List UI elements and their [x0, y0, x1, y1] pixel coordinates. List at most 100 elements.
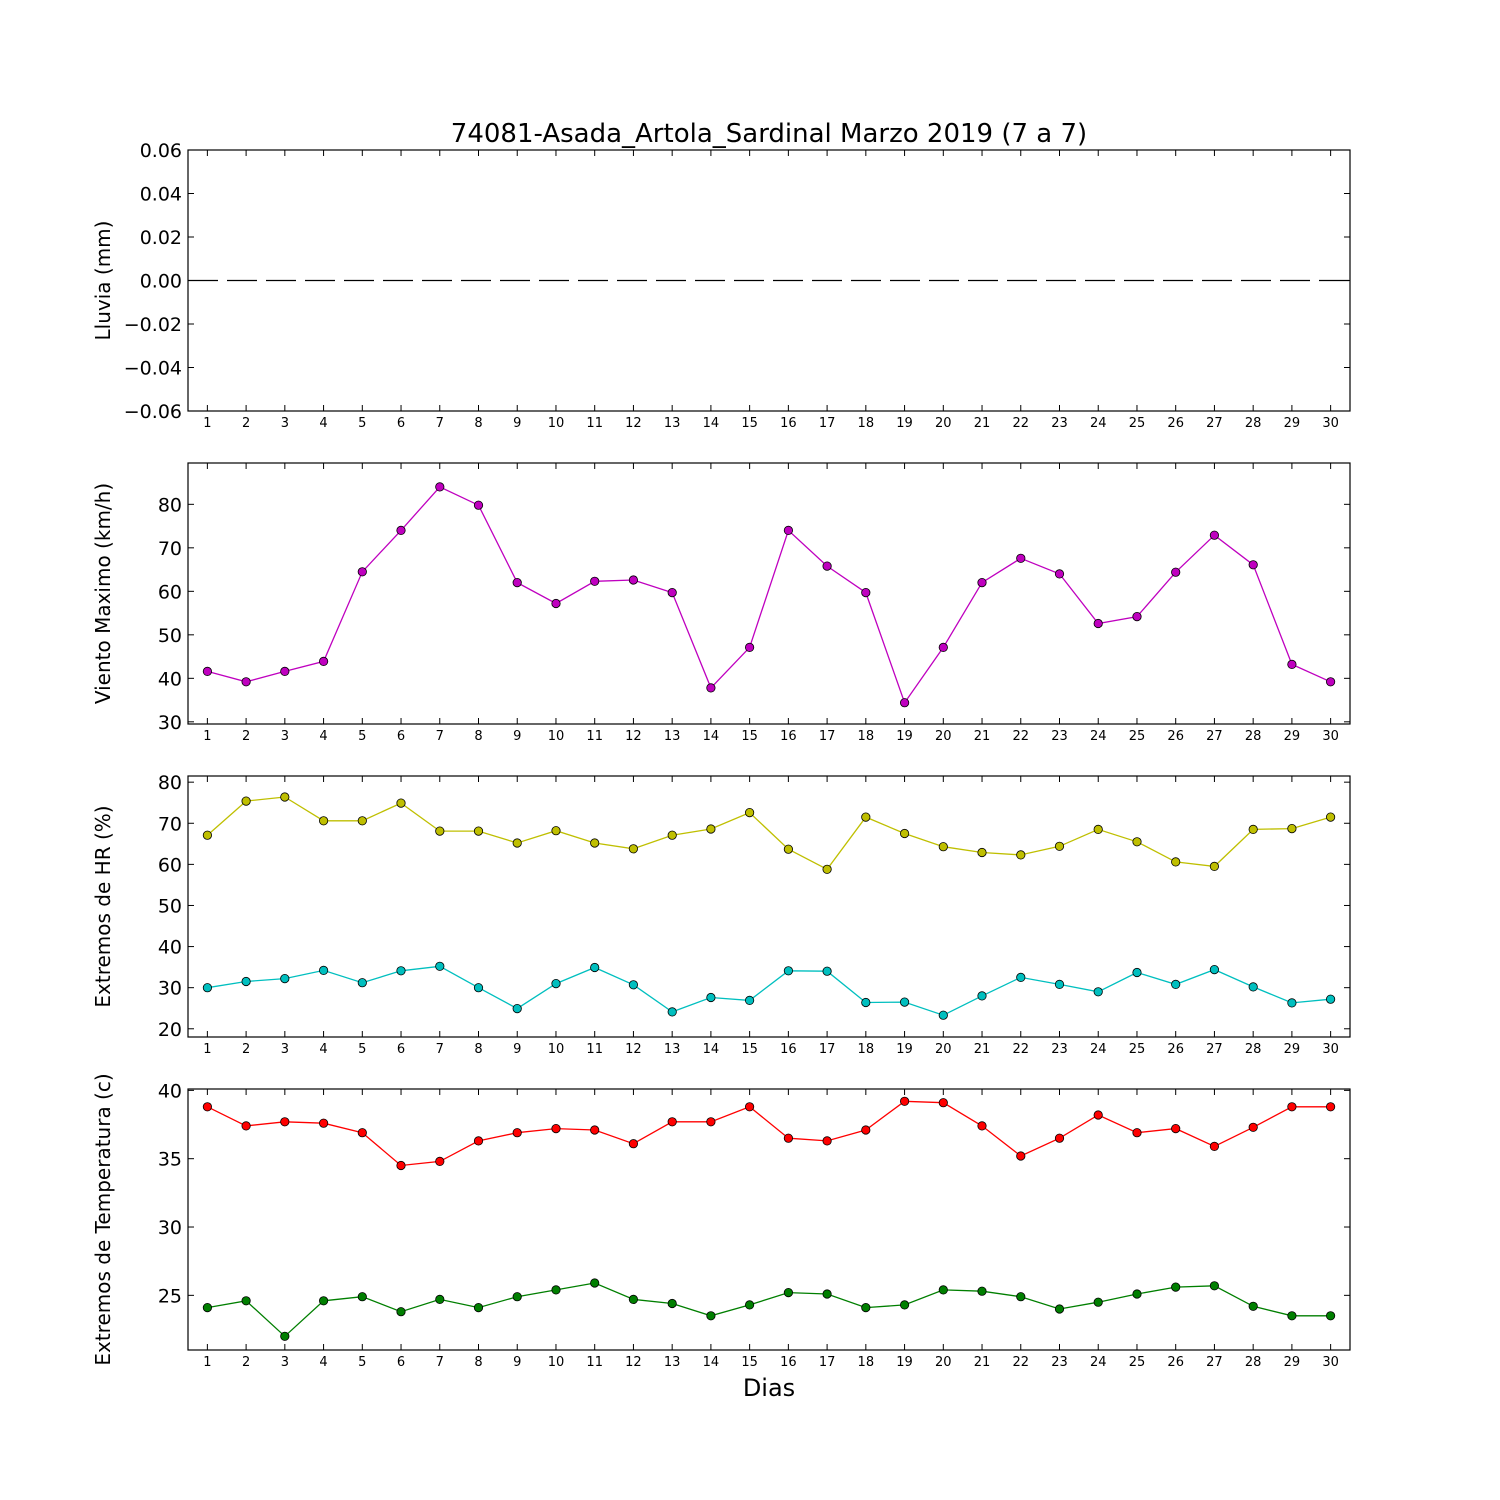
panel4-series2-point	[1209, 1281, 1220, 1291]
panel1-ytick-label: 0.06	[140, 140, 182, 162]
panel2-xtick-label: 16	[780, 729, 797, 744]
panel4-series2-point	[1054, 1304, 1065, 1314]
panel3-series2-point	[202, 983, 212, 993]
panel3-xtick-label: 28	[1245, 1042, 1262, 1057]
panel4-series1-point	[1016, 1151, 1026, 1161]
panel4-xtick-label: 5	[358, 1355, 366, 1370]
panel3-series1-point	[202, 830, 212, 840]
panel3-series2-point	[357, 978, 367, 988]
panel3-series1-point	[241, 796, 251, 806]
panel2-xtick-label: 27	[1206, 729, 1223, 744]
panel4-xtick-label: 4	[319, 1355, 327, 1370]
panel2-frame	[187, 462, 1351, 725]
panel3-series2-point	[783, 966, 794, 976]
panel4-series1-point	[1248, 1122, 1258, 1132]
panel2-series1-point	[241, 677, 251, 687]
panel3-series2-line	[207, 965, 1331, 1016]
panel4-ytick-label: 35	[158, 1149, 182, 1171]
panel4-series1-point	[1093, 1110, 1103, 1120]
panel2-series1-point	[1209, 530, 1220, 540]
panel3-xtick-label: 19	[896, 1042, 913, 1057]
panel2-xtick-label: 18	[858, 729, 875, 744]
panel2-ytick-label: 50	[158, 625, 182, 647]
panel1-xtick-label: 26	[1167, 416, 1184, 431]
panel2-xtick-label: 5	[358, 729, 366, 744]
panel1-xtick-label: 17	[819, 416, 836, 431]
panel4-xtick-label: 16	[780, 1355, 797, 1370]
panel3-xtick-label: 29	[1284, 1042, 1301, 1057]
panel3-series2-point	[1209, 964, 1220, 975]
panel3-series1-point	[1326, 812, 1336, 822]
panel3-ytick-label: 40	[158, 937, 182, 959]
panel3-xtick-label: 10	[548, 1042, 565, 1057]
panel4-series1-point	[783, 1133, 794, 1143]
panel3-series1-point	[1132, 837, 1142, 847]
panel3-ytick-label: 70	[158, 813, 182, 835]
panel1: −0.06−0.04−0.020.000.020.040.061 2 3 4 5 6 7 8 9…	[91, 140, 1351, 431]
panel3-xtick-label: 20	[935, 1042, 952, 1057]
panel3-xtick-label: 22	[1012, 1042, 1029, 1057]
panel3-series1-point	[318, 816, 329, 826]
panel4-series1-point	[667, 1117, 677, 1127]
panel2-xtick-label: 25	[1129, 729, 1146, 744]
panel2-series1-point	[706, 683, 716, 693]
panel3-xtick-label: 23	[1051, 1042, 1068, 1057]
panel2-xtick-label: 29	[1284, 729, 1301, 744]
panel2-ytick-label: 80	[158, 494, 182, 516]
panel4-frame	[187, 1088, 1351, 1351]
panel1-xtick-label: 5	[358, 416, 366, 431]
panel1-xtick-label: 14	[703, 416, 720, 431]
panel3-xtick-label: 16	[780, 1042, 797, 1057]
panel4-ytick-label: 25	[158, 1285, 182, 1307]
panel2-xtick-label: 10	[548, 729, 565, 744]
panel4-series1-point	[1132, 1128, 1142, 1138]
panel4-series2-point	[783, 1288, 794, 1298]
panel2-series1-point	[899, 698, 910, 708]
panel2-xtick-label: 15	[741, 729, 758, 744]
panel4-series1-point	[241, 1121, 251, 1131]
panel1-xtick-label: 12	[625, 416, 642, 431]
panel3-xtick-label: 21	[974, 1042, 991, 1057]
panel4-series2-point	[1326, 1311, 1336, 1321]
panel3-series2-point	[1171, 979, 1181, 990]
panel3-series1-point	[628, 844, 639, 854]
panel3-xtick-label: 13	[664, 1042, 681, 1057]
panel4-xtick-label: 1	[203, 1355, 211, 1370]
panel2-xtick-label: 12	[625, 729, 642, 744]
panel4-series2-point	[1287, 1311, 1297, 1321]
panel4-series2-point	[396, 1307, 406, 1317]
panel4-series1-point	[512, 1128, 522, 1138]
panel1-xtick-label: 27	[1206, 416, 1223, 431]
panel3-xtick-label: 3	[281, 1042, 289, 1057]
panel3-series1-point	[783, 844, 794, 854]
panel3-series1-point	[512, 838, 522, 848]
panel4-ytick-label: 30	[158, 1217, 182, 1239]
panel4-series2-point	[280, 1331, 290, 1341]
panel3-xtick-label: 17	[819, 1042, 836, 1057]
panel4-series1-point	[357, 1128, 367, 1138]
panel1-xtick-label: 23	[1051, 416, 1068, 431]
panel4-series2-point	[202, 1303, 212, 1313]
panel4-xtick-label: 21	[974, 1355, 991, 1370]
panel4-xtick-label: 19	[896, 1355, 913, 1370]
panel4-ytick-label: 40	[158, 1080, 182, 1102]
panel4-xtick-label: 15	[741, 1355, 758, 1370]
panel2-xtick-label: 23	[1051, 729, 1068, 744]
panel3-series1-point	[1016, 850, 1026, 860]
panel4-series1-point	[628, 1139, 639, 1149]
panel2-ytick-label: 70	[158, 538, 182, 560]
panel2-xtick-label: 8	[474, 729, 482, 744]
panel3-series1-point	[590, 838, 600, 848]
panel4-series1-point	[435, 1156, 445, 1167]
panel2-series1-point	[938, 642, 948, 653]
panel3-y-axis-label: Extremos de HR (%)	[91, 805, 115, 1007]
panel4-series2-point	[435, 1294, 445, 1305]
panel3-series2-point	[1054, 979, 1065, 990]
panel4-xtick-label: 11	[586, 1355, 603, 1370]
panel1-xtick-label: 4	[319, 416, 327, 431]
panel3-series1-point	[744, 807, 755, 818]
panel4-xtick-label: 12	[625, 1355, 642, 1370]
panel2-series1-point	[590, 576, 600, 586]
